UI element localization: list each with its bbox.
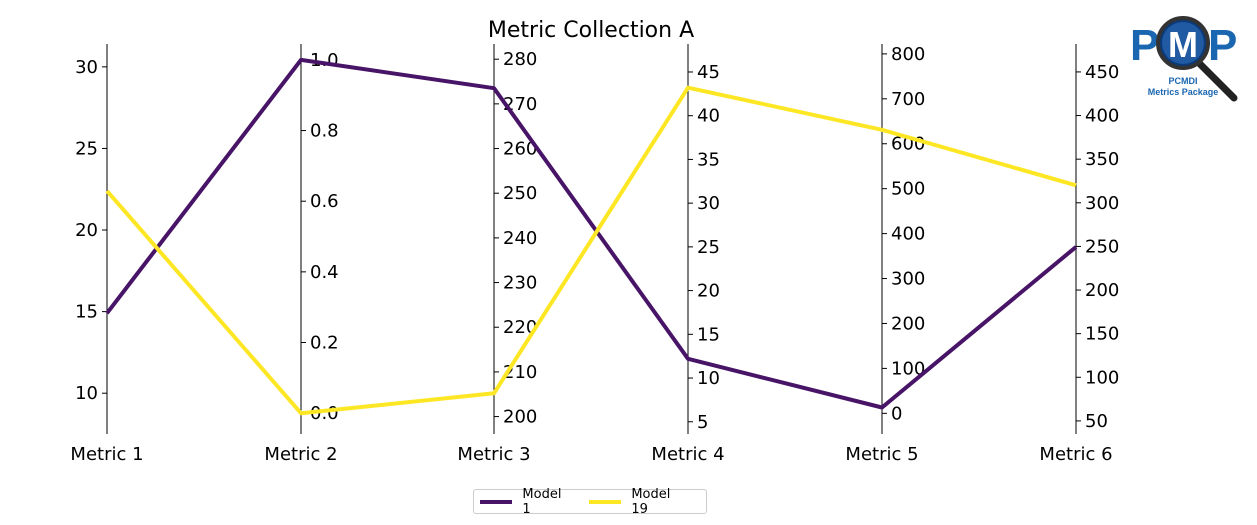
pmp-logo: P P M PCMDI Metrics Package — [1130, 16, 1238, 102]
axis-label: Metric 5 — [845, 444, 918, 465]
tick-label: 220 — [503, 317, 537, 338]
svg-text:PCMDI: PCMDI — [1169, 76, 1198, 86]
tick-label: 230 — [503, 273, 537, 294]
series-line-model-19 — [105, 85, 1077, 416]
tick-label: 0.4 — [310, 262, 339, 283]
axis-label: Metric 4 — [651, 444, 724, 465]
tick-label: 30 — [697, 193, 720, 214]
tick-label: 400 — [1085, 106, 1119, 127]
tick-label: 5 — [697, 412, 708, 433]
tick-label: 300 — [891, 269, 925, 290]
tick-label: 0.6 — [310, 191, 339, 212]
axis-label: Metric 6 — [1039, 444, 1112, 465]
tick-label: 280 — [503, 49, 537, 70]
tick-label: 10 — [75, 383, 98, 404]
svg-text:Metrics Package: Metrics Package — [1148, 87, 1219, 97]
svg-text:P: P — [1130, 21, 1159, 70]
svg-text:M: M — [1168, 24, 1198, 65]
legend: Model 1 Model 19 — [473, 486, 707, 517]
tick-label: 200 — [1085, 280, 1119, 301]
chart-title: Metric Collection A — [488, 18, 694, 43]
tick-label: 700 — [891, 89, 925, 110]
tick-label: 20 — [75, 220, 98, 241]
tick-label: 100 — [1085, 367, 1119, 388]
tick-label: 100 — [891, 358, 925, 379]
legend-swatch — [480, 499, 513, 504]
tick-label: 40 — [697, 106, 720, 127]
tick-label: 25 — [697, 237, 720, 258]
tick-label: 450 — [1085, 62, 1119, 83]
tick-label: 300 — [1085, 193, 1119, 214]
axis-label: Metric 1 — [70, 444, 143, 465]
tick-label: 15 — [697, 324, 720, 345]
tick-label: 150 — [1085, 324, 1119, 345]
legend-swatch — [588, 499, 622, 504]
tick-label: 270 — [503, 94, 537, 115]
tick-label: 350 — [1085, 149, 1119, 170]
tick-label: 20 — [697, 281, 720, 302]
legend-label: Model 1 — [522, 486, 562, 517]
tick-label: 0 — [891, 403, 902, 424]
tick-label: 400 — [891, 224, 925, 245]
tick-label: 35 — [697, 149, 720, 170]
tick-label: 200 — [891, 313, 925, 334]
tick-label: 45 — [697, 62, 720, 83]
tick-label: 30 — [75, 57, 98, 78]
tick-label: 10 — [697, 368, 720, 389]
tick-label: 25 — [75, 138, 98, 159]
axis-label: Metric 2 — [264, 444, 337, 465]
svg-text:P: P — [1208, 21, 1237, 70]
legend-item-model-19: Model 19 — [588, 486, 690, 517]
legend-label: Model 19 — [631, 486, 671, 517]
axis-label: Metric 3 — [457, 444, 530, 465]
tick-label: 50 — [1085, 411, 1108, 432]
legend-item-model-1: Model 1 — [480, 487, 573, 517]
tick-label: 250 — [503, 183, 537, 204]
series-line-model-1 — [105, 57, 1078, 410]
tick-label: 240 — [503, 228, 537, 249]
tick-label: 800 — [891, 44, 925, 65]
tick-label: 250 — [1085, 236, 1119, 257]
tick-label: 0.8 — [310, 121, 339, 142]
tick-label: 260 — [503, 139, 537, 160]
tick-label: 200 — [503, 407, 537, 428]
tick-label: 0.2 — [310, 333, 339, 354]
tick-label: 500 — [891, 179, 925, 200]
tick-label: 15 — [75, 302, 98, 323]
